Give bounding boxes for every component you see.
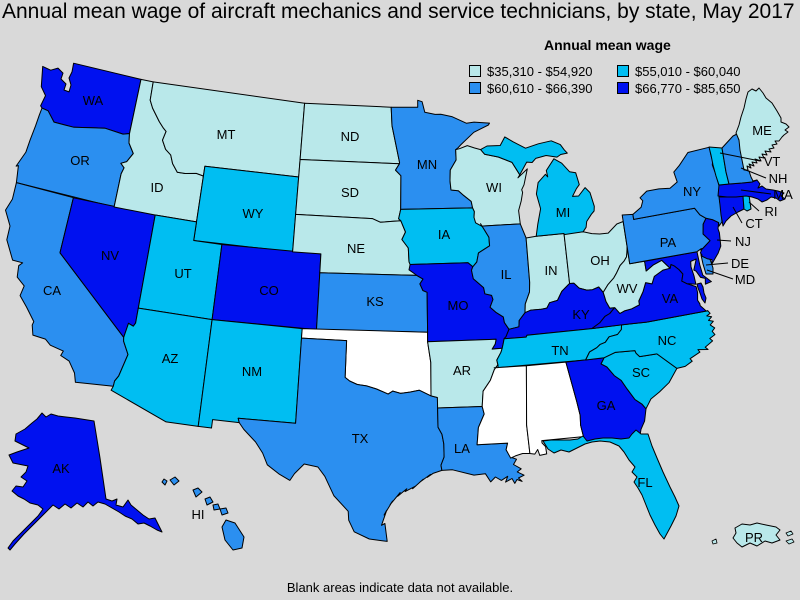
svg-text:MT: MT (217, 127, 236, 142)
svg-text:FL: FL (637, 475, 652, 490)
svg-text:OR: OR (70, 153, 90, 168)
svg-text:VT: VT (764, 154, 781, 169)
svg-text:HI: HI (192, 507, 205, 522)
svg-text:SC: SC (632, 365, 650, 380)
svg-text:NE: NE (347, 241, 365, 256)
svg-text:WI: WI (486, 180, 502, 195)
svg-text:MD: MD (735, 272, 755, 287)
svg-text:RI: RI (765, 204, 778, 219)
svg-text:WV: WV (617, 281, 638, 296)
svg-text:CT: CT (745, 216, 762, 231)
svg-text:UT: UT (174, 266, 191, 281)
svg-text:CO: CO (259, 283, 279, 298)
svg-text:IA: IA (438, 227, 451, 242)
svg-text:GA: GA (597, 398, 616, 413)
svg-text:MO: MO (448, 298, 469, 313)
svg-text:OH: OH (590, 253, 610, 268)
svg-text:ND: ND (341, 129, 360, 144)
svg-text:AK: AK (52, 461, 70, 476)
svg-text:WY: WY (243, 206, 264, 221)
svg-text:KS: KS (366, 294, 384, 309)
svg-text:PR: PR (745, 530, 763, 545)
svg-text:PA: PA (660, 235, 677, 250)
svg-text:TX: TX (352, 431, 369, 446)
svg-text:TN: TN (551, 343, 568, 358)
svg-text:AZ: AZ (162, 351, 179, 366)
svg-text:NM: NM (242, 364, 262, 379)
svg-text:CA: CA (43, 283, 61, 298)
svg-text:WA: WA (83, 93, 104, 108)
svg-text:ID: ID (151, 180, 164, 195)
svg-text:NH: NH (769, 171, 788, 186)
svg-text:ME: ME (752, 123, 772, 138)
svg-text:KY: KY (572, 307, 590, 322)
svg-text:MA: MA (773, 187, 793, 202)
svg-text:VA: VA (662, 291, 679, 306)
svg-text:MN: MN (417, 157, 437, 172)
svg-text:NJ: NJ (735, 234, 751, 249)
svg-text:IN: IN (545, 263, 558, 278)
svg-text:MI: MI (556, 205, 570, 220)
svg-text:LA: LA (454, 441, 470, 456)
svg-text:NY: NY (683, 184, 701, 199)
svg-text:IL: IL (501, 267, 512, 282)
svg-text:SD: SD (341, 185, 359, 200)
svg-text:NV: NV (101, 248, 119, 263)
svg-text:NC: NC (658, 333, 677, 348)
svg-text:AR: AR (453, 363, 471, 378)
svg-text:DE: DE (731, 256, 749, 271)
